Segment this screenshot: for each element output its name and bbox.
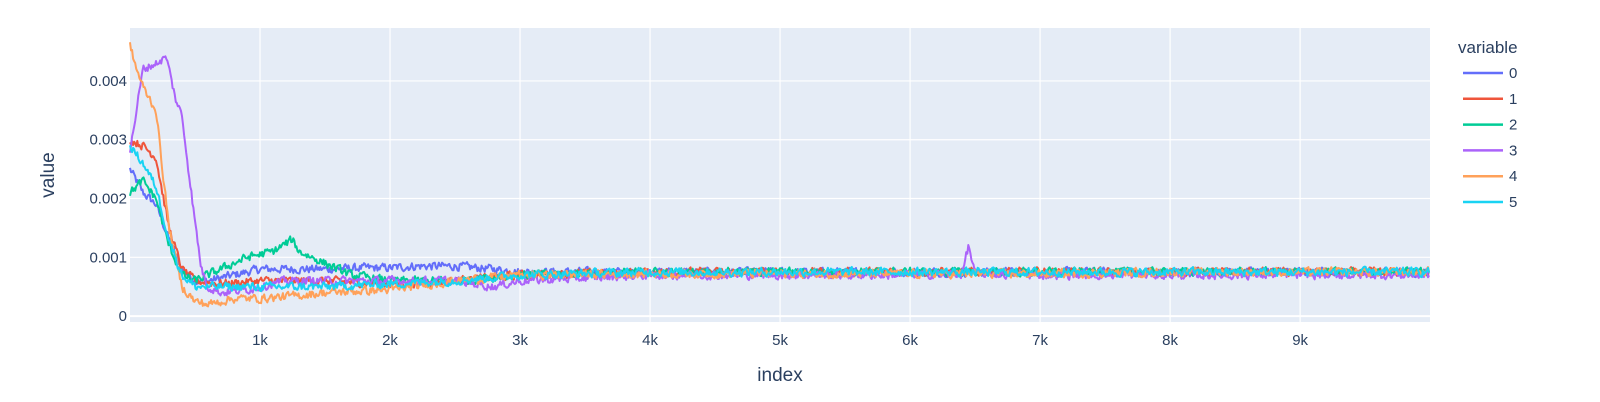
series-lines [129, 42, 1431, 308]
y-tick-label: 0.003 [89, 132, 127, 149]
x-tick-label: 7k [1032, 332, 1048, 349]
legend[interactable]: 0 1 2 3 4 5 [1463, 65, 1517, 211]
series-line-5 [129, 145, 1431, 293]
legend-item-3[interactable]: 3 [1463, 142, 1517, 159]
legend-label: 1 [1509, 91, 1517, 108]
x-tick-label: 8k [1162, 332, 1178, 349]
legend-item-2[interactable]: 2 [1463, 117, 1517, 134]
legend-item-1[interactable]: 1 [1463, 91, 1517, 108]
legend-item-5[interactable]: 5 [1463, 194, 1517, 211]
x-tick-label: 2k [382, 332, 398, 349]
y-tick-label: 0 [119, 308, 127, 325]
y-tick-label: 0.004 [89, 73, 127, 90]
legend-label: 0 [1509, 65, 1517, 82]
y-tick-label: 0.001 [89, 249, 127, 266]
y-axis-title: value [38, 152, 59, 197]
x-axis-title: index [757, 365, 803, 386]
x-tick-label: 4k [642, 332, 658, 349]
grid [130, 28, 1430, 322]
legend-item-0[interactable]: 0 [1463, 65, 1517, 82]
x-tick-label: 3k [512, 332, 528, 349]
legend-label: 3 [1509, 142, 1517, 159]
x-tick-label: 5k [772, 332, 788, 349]
x-tick-label: 6k [902, 332, 918, 349]
legend-label: 4 [1509, 168, 1517, 185]
legend-label: 2 [1509, 117, 1517, 134]
y-tick-label: 0.002 [89, 191, 127, 208]
legend-title: variable [1458, 38, 1518, 57]
legend-label: 5 [1509, 194, 1517, 211]
x-tick-label: 9k [1292, 332, 1308, 349]
axis-ticks: 1k 2k 3k 4k 5k 6k 7k 8k 9k 0 0.001 0.002 0.003 0.004 [89, 73, 1308, 349]
x-tick-label: 1k [252, 332, 268, 349]
legend-item-4[interactable]: 4 [1463, 168, 1517, 185]
